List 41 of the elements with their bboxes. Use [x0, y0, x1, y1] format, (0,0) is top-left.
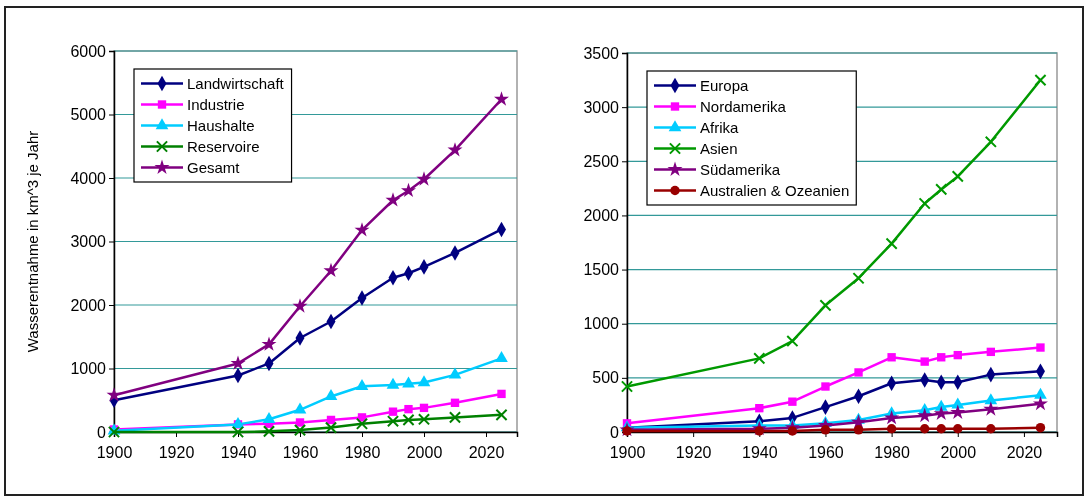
x-tick-label: 1940 [220, 443, 257, 461]
legend-label: Haushalte [187, 116, 255, 134]
y-axis-title: Wasserentnahme in km^3 je Jahr [24, 130, 41, 353]
x-tick-label: 2000 [940, 443, 977, 461]
legend-label: Asien [700, 139, 738, 157]
y-tick-label: 3500 [583, 44, 620, 62]
y-tick-label: 500 [592, 369, 620, 387]
y-tick-label: 3000 [70, 233, 107, 251]
legend-label: Europa [700, 76, 750, 94]
y-tick-label: 6000 [70, 42, 107, 60]
y-tick-label: 0 [97, 423, 107, 441]
x-tick-label: 1940 [742, 443, 778, 461]
legend-label: Afrika [700, 118, 739, 136]
y-tick-label: 0 [610, 423, 620, 441]
legend-label: Gesamt [187, 158, 241, 176]
y-tick-label: 4000 [70, 169, 107, 187]
x-tick-label: 1960 [282, 443, 319, 461]
x-tick-label: 1960 [808, 443, 844, 461]
x-tick-label: 2020 [468, 443, 505, 461]
legend-label: Industrie [187, 95, 245, 113]
x-tick-label: 1900 [96, 443, 133, 461]
y-tick-label: 3000 [583, 98, 620, 116]
x-tick-label: 1920 [158, 443, 195, 461]
y-tick-label: 2000 [70, 296, 107, 314]
legend-label: Landwirtschaft [187, 74, 285, 92]
legend-label: Südamerika [700, 160, 781, 178]
x-tick-label: 1920 [675, 443, 712, 461]
legend-label: Nordamerika [700, 97, 787, 115]
x-tick-label: 2020 [1006, 443, 1043, 461]
x-tick-label: 1900 [609, 443, 646, 461]
y-tick-label: 5000 [70, 106, 107, 124]
y-tick-label: 2000 [583, 207, 620, 225]
legend-label: Australien & Ozeanien [700, 181, 850, 199]
y-tick-label: 2500 [583, 152, 620, 170]
y-tick-label: 1000 [70, 360, 107, 378]
y-tick-label: 1000 [583, 315, 620, 333]
x-tick-label: 2000 [406, 443, 443, 461]
y-tick-label: 1500 [583, 261, 620, 279]
legend-label: Reservoire [187, 137, 260, 155]
x-tick-label: 1980 [344, 443, 381, 461]
x-tick-label: 1980 [874, 443, 911, 461]
